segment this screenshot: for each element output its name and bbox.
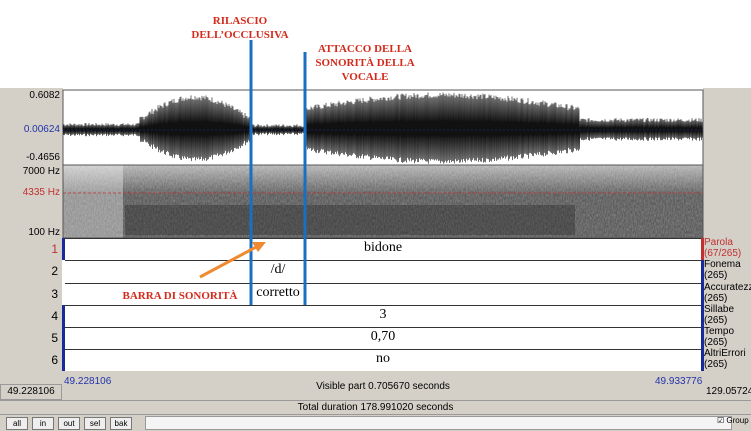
tier-left-border: [62, 238, 65, 260]
zoom-button[interactable]: bak: [110, 417, 132, 430]
freq-cursor: 4335 Hz: [22, 187, 60, 198]
tier-name-text: Fonema: [704, 259, 741, 270]
tier-count: (265): [704, 293, 728, 304]
tier-name-text: Sillabe: [704, 304, 735, 315]
tier-name-text: Tempo: [704, 326, 735, 337]
time-bar: [0, 371, 751, 400]
window-end: 129.05724: [706, 386, 751, 397]
group-toggle[interactable]: ☑ Group: [717, 416, 749, 425]
tier-text[interactable]: bidone: [363, 240, 403, 255]
tier-name-text: Accuratezza: [704, 282, 751, 293]
visible-part: Visible part 0.705670 seconds: [316, 381, 450, 392]
freq-bottom: 100 Hz: [28, 227, 60, 238]
spectrogram-fade: [63, 165, 703, 195]
zoom-button[interactable]: out: [58, 417, 80, 430]
tier-text[interactable]: 0,70: [370, 329, 396, 344]
scrollbar[interactable]: [145, 416, 732, 430]
tier-left-border: [62, 349, 65, 371]
tier-name: Sillabe (265): [704, 304, 734, 326]
tier-right-border: [701, 260, 704, 283]
tier-text[interactable]: 3: [379, 307, 387, 322]
tier-row: [63, 349, 703, 371]
arrow-shaft: [199, 244, 259, 279]
amp-center: 0.00624: [23, 124, 60, 135]
amp-min: -0.4656: [26, 152, 60, 163]
zoom-button[interactable]: all: [6, 417, 28, 430]
tier-name: Accuratezza(265): [704, 282, 751, 304]
tier-number: 3: [51, 287, 58, 301]
window-start: 49.228106: [0, 384, 62, 400]
left-panel: [0, 88, 63, 371]
tier-name-text: AltriErrori: [704, 348, 746, 359]
visible-start: 49.228106: [64, 376, 112, 387]
tier-number: 4: [51, 309, 58, 323]
tier-left-border: [62, 283, 65, 305]
tier-row: [63, 283, 703, 305]
tier-number: 5: [51, 331, 58, 345]
tier-right-border: [701, 238, 704, 260]
tier-name: Tempo (265): [704, 326, 734, 348]
tier-row: [63, 305, 703, 327]
arrow-head: [252, 242, 266, 252]
tier-right-border: [701, 349, 704, 371]
onset-label: ATTACCO DELLA SONORITÀ DELLA VOCALE: [305, 42, 425, 84]
tier-right-border: [701, 283, 704, 305]
tier-row: [63, 327, 703, 349]
release-label: RILASCIO DELL’OCCLUSIVA: [185, 14, 295, 42]
label-line: DELL’OCCLUSIVA: [191, 29, 289, 41]
zoom-button[interactable]: sel: [84, 417, 106, 430]
tier-text[interactable]: /d/: [270, 262, 286, 277]
tier-name: Parola (67/265): [704, 237, 741, 259]
freq-top: 7000 Hz: [22, 166, 60, 177]
tier-count: (265): [704, 359, 728, 370]
tier-text[interactable]: corretto: [256, 285, 300, 300]
right-panel: [703, 88, 751, 371]
tier-count: (265): [704, 270, 728, 281]
tier-number: 2: [51, 264, 58, 278]
tier-left-border: [62, 260, 65, 283]
tier-count: (265): [704, 315, 728, 326]
spectrogram-voicing: [125, 205, 575, 235]
label-line: RILASCIO: [212, 15, 268, 27]
tier-right-border: [701, 305, 704, 327]
tier-left-border: [62, 305, 65, 327]
label-line: ATTACCO DELLA: [317, 43, 413, 55]
tier-count: (265): [704, 337, 728, 348]
tier-name: AltriErrori (265): [704, 348, 746, 370]
tier-left-border: [62, 327, 65, 349]
tier-count: (67/265): [704, 248, 742, 259]
zoom-button[interactable]: in: [32, 417, 54, 430]
total-duration: Total duration 178.991020 seconds: [0, 400, 751, 415]
tier-number: 1: [51, 242, 58, 256]
group-label: Group: [726, 416, 749, 425]
tier-name: Fonema (265): [704, 259, 741, 281]
voicing-bar-label: BARRA DI SONORITÀ: [122, 290, 238, 302]
tier-right-border: [701, 327, 704, 349]
amp-max: 0.6082: [29, 90, 60, 101]
tier-text[interactable]: no: [376, 351, 390, 366]
tier-row: [63, 238, 703, 260]
visible-end: 49.933776: [655, 376, 703, 387]
tier-name-text: Parola: [704, 237, 733, 248]
label-line: SONORITÀ DELLA: [315, 57, 415, 69]
label-line: VOCALE: [341, 71, 389, 83]
tier-number: 6: [51, 353, 58, 367]
